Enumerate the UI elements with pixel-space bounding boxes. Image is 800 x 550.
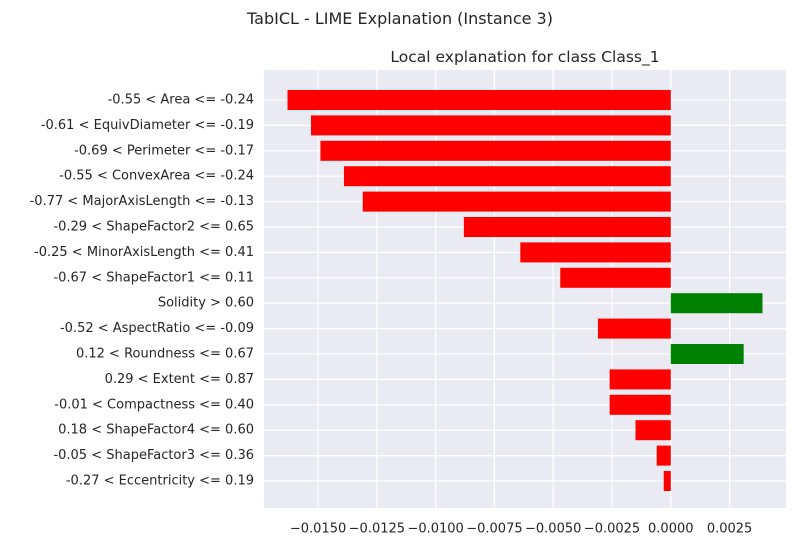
figure-title: TabICL - LIME Explanation (Instance 3) [247, 9, 553, 28]
bar [287, 90, 671, 110]
bar [670, 293, 763, 314]
category-label: -0.52 < AspectRatio <= -0.09 [60, 321, 254, 336]
x-tick-label: −0.0025 [584, 522, 640, 537]
bar [320, 140, 671, 161]
bar [609, 369, 671, 390]
category-label: -0.55 < Area <= -0.24 [108, 93, 254, 108]
category-label: 0.12 < Roundness <= 0.67 [76, 347, 254, 362]
x-tick-label: 0.0025 [707, 522, 753, 537]
bar [463, 217, 671, 237]
x-tick-label: −0.0075 [466, 522, 522, 537]
bar [663, 471, 671, 491]
x-tick-labels: −0.0150 −0.0125 −0.0100 −0.0075 −0.0050 −0.00… [290, 522, 752, 537]
category-label: -0.27 < Eccentricity <= 0.19 [66, 474, 254, 489]
category-label: -0.61 < EquivDiameter <= -0.19 [41, 118, 254, 133]
bar [597, 318, 671, 339]
category-label: -0.69 < Perimeter <= -0.17 [74, 143, 254, 158]
category-label: -0.67 < ShapeFactor1 <= 0.11 [53, 270, 254, 285]
bar [609, 394, 671, 415]
plot-background [264, 70, 786, 508]
category-labels: -0.55 < Area <= -0.24 -0.61 < EquivDiamet… [30, 93, 254, 489]
category-label: -0.29 < ShapeFactor2 <= 0.65 [53, 220, 254, 235]
bars [287, 90, 763, 491]
x-tick-label: −0.0150 [290, 522, 346, 537]
x-tick-label: −0.0125 [349, 522, 405, 537]
bar [520, 242, 671, 263]
category-label: -0.25 < MinorAxisLength <= 0.41 [34, 245, 254, 260]
plot-title: Local explanation for class Class_1 [390, 48, 659, 67]
bar [560, 267, 671, 288]
category-label: 0.18 < ShapeFactor4 <= 0.60 [58, 423, 254, 438]
category-label: 0.29 < Extent <= 0.87 [105, 372, 254, 387]
category-label: -0.77 < MajorAxisLength <= -0.13 [30, 194, 254, 209]
category-label: Solidity > 0.60 [158, 296, 254, 311]
bar [362, 191, 671, 212]
bar [343, 166, 671, 187]
bar [635, 420, 671, 441]
bar [656, 445, 671, 466]
category-label: -0.55 < ConvexArea <= -0.24 [59, 169, 254, 184]
category-label: -0.05 < ShapeFactor3 <= 0.36 [53, 448, 254, 463]
x-tick-label: −0.0100 [407, 522, 463, 537]
x-tick-label: 0.0000 [648, 522, 694, 537]
bar [670, 344, 744, 364]
x-tick-label: −0.0050 [525, 522, 581, 537]
category-label: -0.01 < Compactness <= 0.40 [54, 397, 254, 412]
bar [311, 115, 671, 136]
